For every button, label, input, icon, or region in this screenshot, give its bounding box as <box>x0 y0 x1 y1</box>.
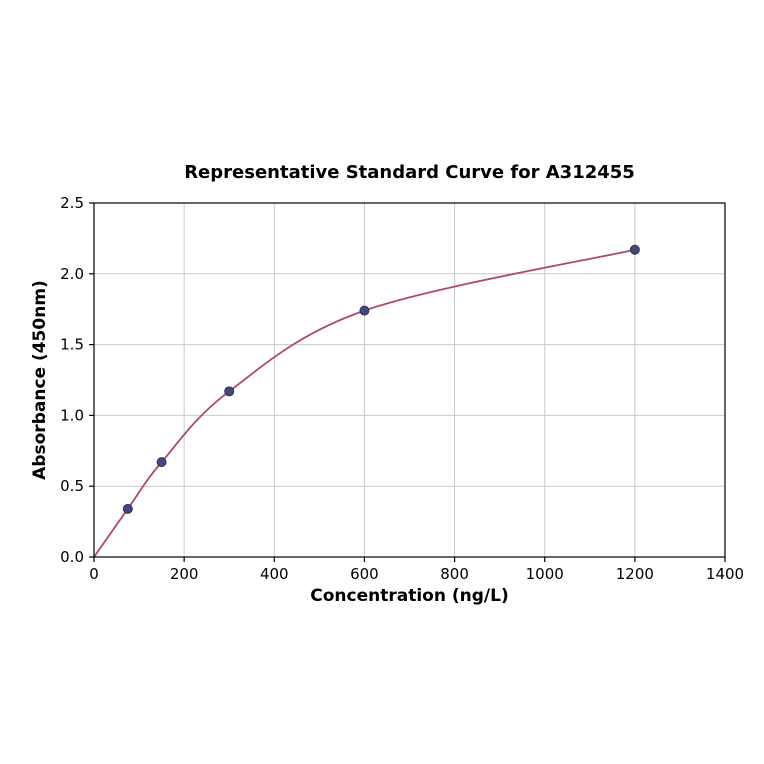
x-tick-label: 800 <box>440 565 469 583</box>
y-tick-label: 1.5 <box>60 336 84 354</box>
x-tick-label: 1200 <box>616 565 654 583</box>
y-axis-label: Absorbance (450nm) <box>30 280 50 480</box>
chart-title: Representative Standard Curve for A31245… <box>184 162 635 183</box>
x-tick-label: 1400 <box>706 565 744 583</box>
x-tick-label: 600 <box>350 565 379 583</box>
x-axis-label: Concentration (ng/L) <box>310 586 509 606</box>
y-tick-label: 2.5 <box>60 194 84 212</box>
x-tick-label: 200 <box>170 565 199 583</box>
y-tick-label: 0.5 <box>60 477 84 495</box>
plot-border <box>93 202 726 558</box>
data-point <box>224 386 235 397</box>
data-point <box>156 457 167 468</box>
data-point <box>359 305 370 316</box>
data-point <box>122 503 133 514</box>
x-tick-label: 0 <box>89 565 99 583</box>
y-tick-label: 2.0 <box>60 265 84 283</box>
y-tick-label: 1.0 <box>60 406 84 424</box>
data-point <box>629 244 640 255</box>
x-tick-label: 1000 <box>526 565 564 583</box>
x-tick-label: 400 <box>260 565 289 583</box>
y-tick-label: 0.0 <box>60 548 84 566</box>
